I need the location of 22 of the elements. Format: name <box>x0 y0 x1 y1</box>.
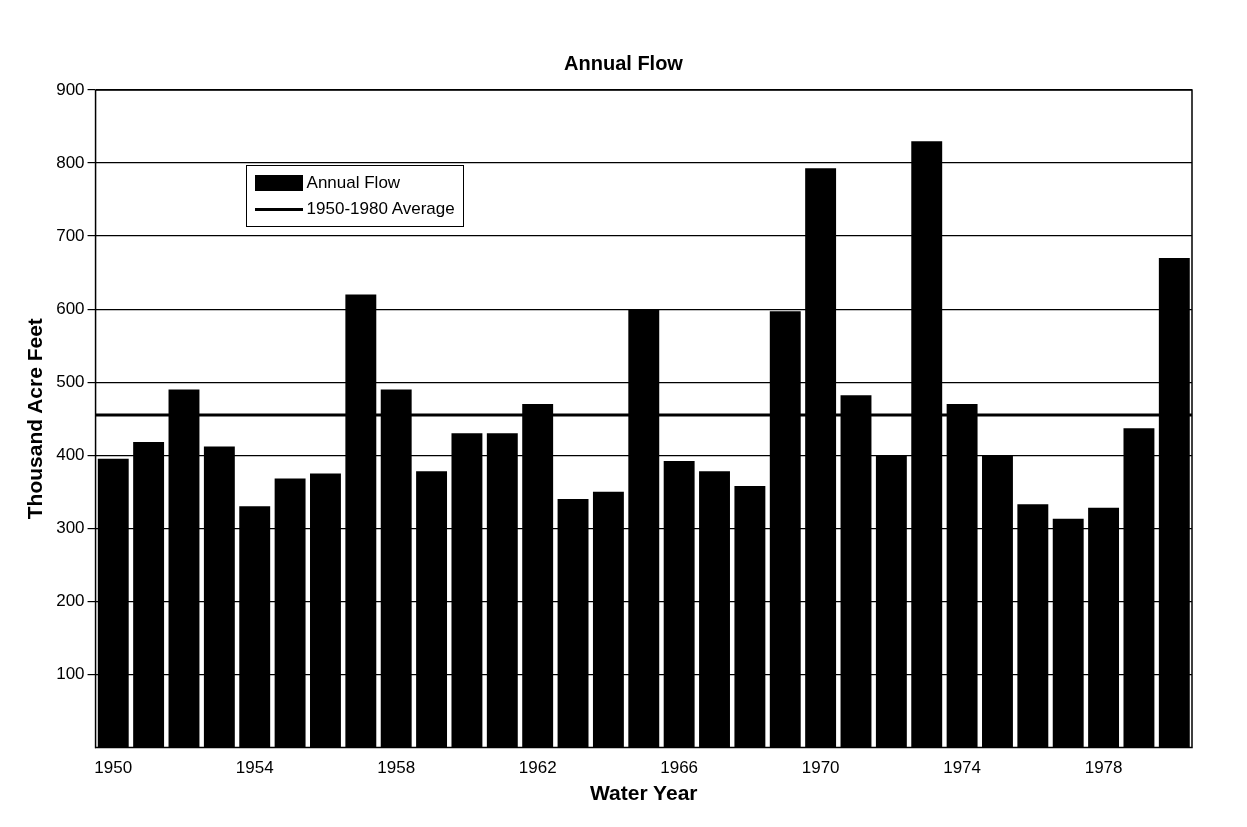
chart-title: Annual Flow <box>563 52 684 75</box>
x-tick-label: 1954 <box>235 758 274 778</box>
x-tick-label: 1950 <box>94 758 133 778</box>
x-tick-label: 1962 <box>518 758 557 778</box>
y-tick-label: 100 <box>56 664 85 684</box>
y-tick-label: 400 <box>56 444 85 464</box>
x-tick-label: 1958 <box>377 758 416 778</box>
x-tick-label: 1966 <box>660 758 699 778</box>
x-axis-title: Water Year <box>590 781 698 805</box>
y-tick-label: 900 <box>56 79 85 99</box>
legend-label: 1950-1980 Average <box>306 198 455 220</box>
y-tick-label: 200 <box>56 591 85 610</box>
x-tick-label: 1970 <box>801 758 840 778</box>
x-tick-label: 1978 <box>1084 758 1123 778</box>
y-axis-title: Thousand Acre Feet <box>23 318 47 520</box>
y-tick-label: 500 <box>56 371 85 391</box>
y-tick-label: 800 <box>56 152 85 172</box>
y-tick-label: 700 <box>56 225 85 245</box>
y-tick-label: 600 <box>56 298 85 318</box>
x-tick-label: 1974 <box>943 758 982 778</box>
legend-label: Annual Flow <box>306 172 401 194</box>
y-tick-label: 300 <box>56 517 85 537</box>
